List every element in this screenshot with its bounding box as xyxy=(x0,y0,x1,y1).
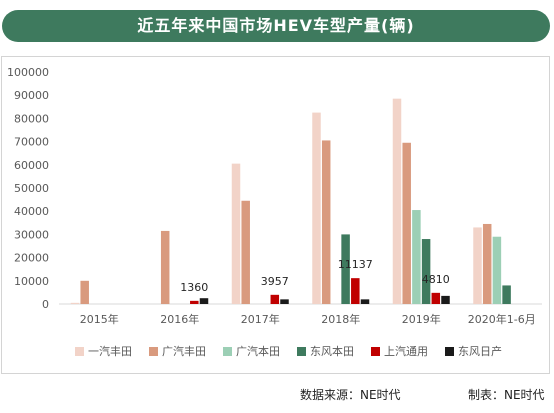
y-tick-label: 70000 xyxy=(14,136,49,149)
data-label: 4810 xyxy=(422,273,450,286)
bar-广汽丰田-2015年 xyxy=(80,280,89,304)
x-tick-label: 2019年 xyxy=(402,312,441,326)
data-source: 数据来源：NE时代 xyxy=(300,388,401,402)
x-tick-label: 2017年 xyxy=(241,312,280,326)
x-tick-label: 2020年1-6月 xyxy=(468,312,536,326)
bar-一汽丰田-2017年 xyxy=(231,163,241,304)
x-tick-label: 2016年 xyxy=(160,312,199,326)
bar-上汽通用-2016年 xyxy=(190,300,199,304)
legend-swatch xyxy=(75,347,84,356)
bar-一汽丰田-2019年 xyxy=(392,98,402,305)
bar-广汽丰田-2019年 xyxy=(402,142,411,304)
bar-广汽本田-2019年 xyxy=(412,210,421,304)
data-label: 1360 xyxy=(180,281,208,294)
legend-label: 广汽丰田 xyxy=(162,344,206,358)
legend-swatch xyxy=(371,347,380,356)
legend-label: 东风日产 xyxy=(458,344,502,358)
y-tick-label: 0 xyxy=(42,298,49,311)
bar-东风日产-2016年 xyxy=(199,298,209,304)
bar-一汽丰田-2015年 xyxy=(70,302,80,304)
bar-东风本田-2019年 xyxy=(421,239,431,304)
data-label: 11137 xyxy=(338,258,373,271)
bar-东风本田-2020年1-6月 xyxy=(502,285,511,304)
legend-swatch xyxy=(223,347,232,356)
chart-title: 近五年来中国市场HEV车型产量(辆) xyxy=(137,16,415,35)
bar-一汽丰田-2020年1-6月 xyxy=(473,227,482,304)
bar-广汽丰田-2016年 xyxy=(160,230,170,304)
bar-上汽通用-2017年 xyxy=(270,294,280,304)
y-tick-label: 30000 xyxy=(14,228,49,241)
bar-一汽丰田-2018年 xyxy=(312,112,321,304)
legend-swatch xyxy=(445,347,454,356)
bar-广汽丰田-2017年 xyxy=(241,200,250,304)
data-label: 3957 xyxy=(261,275,289,288)
y-tick-label: 100000 xyxy=(7,66,49,79)
bar-chart: 0 10000 20000 30000 40000 50000 60000 70000 8000… xyxy=(7,66,542,358)
bar-东风日产-2018年 xyxy=(360,299,370,304)
y-tick-label: 60000 xyxy=(14,159,49,172)
y-tick-label: 40000 xyxy=(14,205,49,218)
legend-swatch xyxy=(149,347,158,356)
y-tick-label: 90000 xyxy=(14,89,49,102)
legend-label: 上汽通用 xyxy=(384,344,428,358)
legend-swatch xyxy=(297,347,306,356)
x-tick-label: 2018年 xyxy=(321,312,360,326)
bar-广汽丰田-2018年 xyxy=(321,140,331,304)
y-tick-label: 20000 xyxy=(14,252,49,265)
x-tick-label: 2015年 xyxy=(80,312,119,326)
bar-东风日产-2017年 xyxy=(280,299,289,304)
legend-label: 广汽本田 xyxy=(236,344,280,358)
bar-广汽本田-2020年1-6月 xyxy=(492,236,502,304)
bar-东风本田-2018年 xyxy=(341,234,350,304)
y-tick-label: 80000 xyxy=(14,112,49,125)
bar-广汽丰田-2020年1-6月 xyxy=(482,223,492,304)
legend-label: 东风本田 xyxy=(310,344,354,358)
bar-上汽通用-2018年 xyxy=(351,278,360,304)
y-tick-label: 10000 xyxy=(14,275,49,288)
table-author: 制表：NE时代 xyxy=(468,388,545,402)
title-banner: 近五年来中国市场HEV车型产量(辆) xyxy=(2,10,550,42)
bar-上汽通用-2019年 xyxy=(431,292,441,304)
bar-东风日产-2019年 xyxy=(441,295,450,304)
y-tick-label: 50000 xyxy=(14,182,49,195)
chart-frame: 0 10000 20000 30000 40000 50000 60000 70000 8000… xyxy=(1,56,550,374)
legend-label: 一汽丰田 xyxy=(88,344,132,358)
